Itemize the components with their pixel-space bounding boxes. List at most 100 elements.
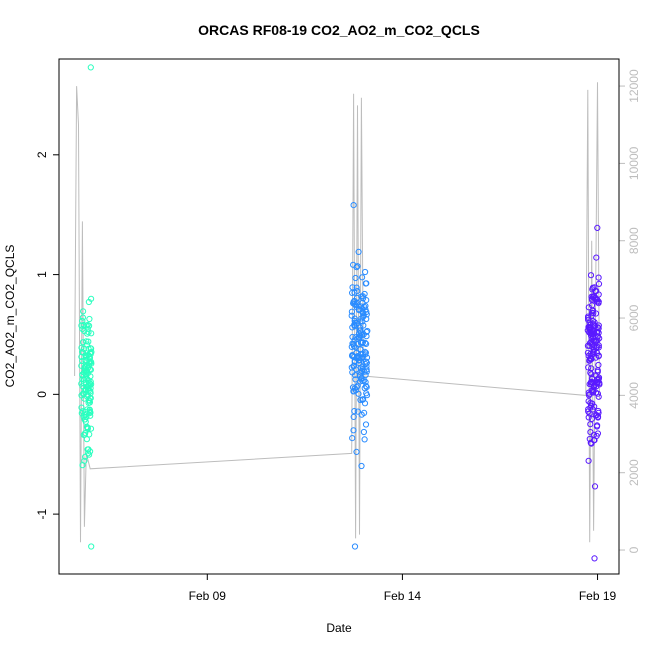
data-point <box>585 304 592 311</box>
x-tick-label: Feb 19 <box>579 589 617 603</box>
data-point <box>83 386 90 394</box>
data-point <box>594 224 601 231</box>
data-point <box>82 375 89 382</box>
data-point <box>351 408 358 415</box>
data-point <box>360 428 367 436</box>
data-point <box>352 372 359 379</box>
data-point <box>354 288 361 295</box>
data-point <box>79 325 86 333</box>
data-point <box>353 384 360 391</box>
data-point <box>585 398 592 405</box>
flight-series-1 <box>78 64 95 550</box>
data-point <box>79 383 86 390</box>
data-point <box>589 343 596 350</box>
data-point <box>358 376 365 383</box>
data-point <box>87 345 94 352</box>
data-point <box>349 340 356 347</box>
data-point <box>350 298 357 305</box>
data-point <box>84 362 91 369</box>
data-point <box>348 343 355 350</box>
data-point <box>592 295 599 302</box>
data-point <box>587 421 594 428</box>
data-point <box>586 342 593 349</box>
data-point <box>585 389 592 396</box>
data-point <box>595 393 602 400</box>
data-point <box>359 318 366 325</box>
data-point <box>590 350 597 357</box>
data-point <box>350 413 357 420</box>
data-point <box>355 248 362 255</box>
data-point <box>359 274 366 281</box>
data-point <box>363 280 370 287</box>
x-tick-label: Feb 09 <box>189 589 227 603</box>
x-axis-label: Date <box>326 621 352 635</box>
data-point <box>593 329 600 336</box>
data-point <box>356 332 364 339</box>
data-point <box>83 372 90 379</box>
data-point <box>81 390 88 397</box>
data-point <box>364 327 371 335</box>
y-right-tick-label: 2000 <box>627 459 641 486</box>
data-point <box>362 383 370 390</box>
y-right-tick-label: 12000 <box>627 69 641 103</box>
data-point <box>362 268 369 276</box>
y-right-tick-label: 10000 <box>627 146 641 180</box>
data-point <box>348 308 355 315</box>
data-point <box>349 284 356 291</box>
data-point <box>586 381 593 388</box>
altitude-series <box>74 82 600 543</box>
data-point <box>355 306 362 314</box>
axes: Feb 09 Feb 14 Feb 19 -1 0 1 2 0 2000 4000 6000 8000… <box>35 69 641 603</box>
data-point <box>349 352 356 359</box>
data-point <box>589 284 596 291</box>
data-point <box>589 307 596 314</box>
data-point <box>83 423 91 430</box>
data-point <box>590 437 598 444</box>
data-point <box>79 339 87 346</box>
data-point <box>593 423 601 430</box>
data-point <box>596 381 603 388</box>
data-point <box>358 462 365 470</box>
data-point <box>359 396 366 403</box>
data-point <box>86 408 94 415</box>
data-point <box>358 315 365 322</box>
data-point <box>80 308 87 315</box>
y-right-tick-label: 4000 <box>627 382 641 409</box>
y-right-tick-label: 6000 <box>627 304 641 331</box>
data-point <box>363 359 370 366</box>
data-point <box>587 356 594 363</box>
data-point <box>363 363 370 370</box>
plot-frame <box>58 58 620 575</box>
data-point <box>88 381 95 388</box>
data-point <box>595 300 602 307</box>
data-point <box>79 357 86 364</box>
data-point <box>349 352 356 359</box>
data-point <box>351 543 359 550</box>
data-point <box>585 352 592 359</box>
data-point <box>82 453 89 460</box>
data-point <box>361 436 368 443</box>
data-point <box>83 363 90 370</box>
data-point <box>79 376 86 383</box>
data-point <box>594 368 601 375</box>
data-point <box>587 272 595 279</box>
data-point <box>353 448 360 455</box>
altitude-line <box>74 82 600 543</box>
y-tick-label: 1 <box>35 271 49 278</box>
data-point <box>595 274 602 281</box>
scatter-points <box>78 64 603 562</box>
data-point <box>78 322 85 329</box>
data-point <box>357 365 364 372</box>
data-point <box>88 349 95 356</box>
data-point <box>78 410 85 417</box>
data-point <box>595 280 603 287</box>
data-point <box>362 351 369 358</box>
data-point <box>83 436 91 443</box>
data-point <box>595 361 602 369</box>
data-point <box>355 390 362 397</box>
data-point <box>349 333 356 341</box>
data-point <box>360 322 367 329</box>
data-point <box>585 457 592 464</box>
data-point <box>588 332 595 339</box>
